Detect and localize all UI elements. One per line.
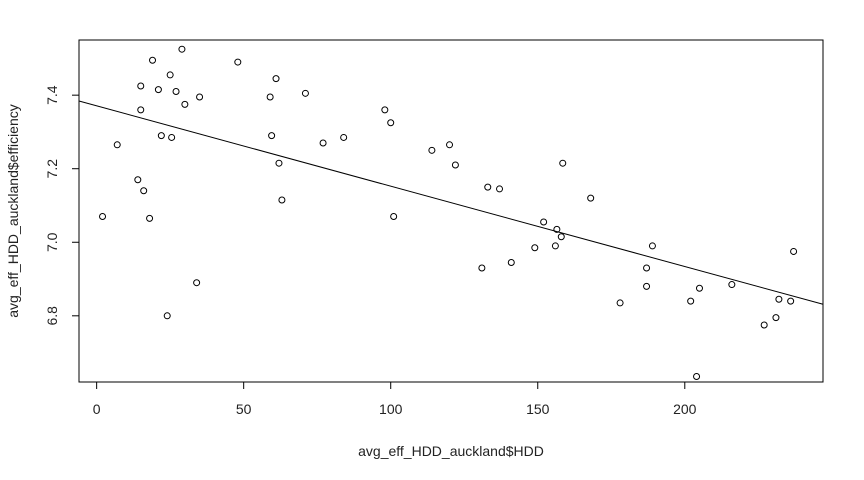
data-point bbox=[507, 258, 515, 266]
data-point bbox=[134, 176, 142, 184]
y-tick-label: 7.0 bbox=[44, 232, 60, 252]
data-point bbox=[451, 161, 459, 169]
data-point bbox=[178, 45, 186, 53]
data-point bbox=[775, 295, 783, 303]
data-point bbox=[193, 279, 201, 287]
data-point bbox=[616, 299, 624, 307]
data-point bbox=[266, 93, 274, 101]
x-tick-label: 50 bbox=[236, 401, 252, 417]
data-point bbox=[172, 87, 180, 95]
data-point bbox=[163, 312, 171, 320]
data-point bbox=[760, 321, 768, 329]
data-point bbox=[695, 284, 703, 292]
data-point bbox=[643, 282, 651, 290]
data-point bbox=[381, 106, 389, 114]
regression-line bbox=[78, 100, 824, 305]
x-tick-label: 200 bbox=[673, 401, 697, 417]
data-point bbox=[446, 141, 454, 149]
x-axis: 0 50 100 150 200 bbox=[93, 381, 697, 417]
data-point bbox=[428, 146, 436, 154]
data-point bbox=[643, 264, 651, 272]
data-point bbox=[687, 297, 695, 305]
data-point bbox=[137, 82, 145, 90]
y-tick-label: 7.4 bbox=[44, 85, 60, 105]
data-point bbox=[387, 119, 395, 127]
data-point bbox=[478, 264, 486, 272]
data-point bbox=[234, 58, 242, 66]
data-point bbox=[99, 213, 107, 221]
data-point bbox=[540, 218, 548, 226]
data-point bbox=[319, 139, 327, 147]
data-point bbox=[301, 89, 309, 97]
data-point bbox=[196, 93, 204, 101]
y-tick-label: 6.8 bbox=[44, 306, 60, 326]
data-point bbox=[278, 196, 286, 204]
data-point bbox=[693, 372, 701, 380]
data-point bbox=[531, 244, 539, 252]
data-point bbox=[559, 159, 567, 167]
data-point bbox=[557, 233, 565, 241]
plot-border bbox=[78, 39, 824, 383]
y-axis: 6.8 7.0 7.2 7.4 bbox=[44, 85, 80, 326]
x-tick-label: 150 bbox=[526, 401, 550, 417]
data-point bbox=[551, 242, 559, 250]
data-point bbox=[340, 133, 348, 141]
data-point bbox=[181, 100, 189, 108]
data-point bbox=[168, 133, 176, 141]
y-axis-label: avg_eff_HDD_auckland$efficiency bbox=[5, 104, 21, 318]
data-point bbox=[728, 281, 736, 289]
data-point bbox=[484, 183, 492, 191]
data-point bbox=[146, 214, 154, 222]
data-point bbox=[113, 141, 121, 149]
x-tick-label: 0 bbox=[93, 401, 101, 417]
data-point bbox=[166, 71, 174, 79]
data-point bbox=[496, 185, 504, 193]
data-point bbox=[790, 247, 798, 255]
x-tick-label: 100 bbox=[379, 401, 403, 417]
data-point bbox=[787, 297, 795, 305]
data-point bbox=[772, 314, 780, 322]
data-point bbox=[268, 132, 276, 140]
data-point bbox=[149, 56, 157, 64]
data-point bbox=[154, 86, 162, 94]
data-point bbox=[157, 132, 165, 140]
x-axis-label: avg_eff_HDD_auckland$HDD bbox=[358, 443, 544, 459]
y-tick-label: 7.2 bbox=[44, 159, 60, 179]
regression-line-layer bbox=[78, 100, 824, 305]
data-point bbox=[272, 75, 280, 83]
data-point bbox=[390, 213, 398, 221]
data-point bbox=[648, 242, 656, 250]
data-points bbox=[99, 45, 798, 380]
data-point bbox=[137, 106, 145, 114]
data-point bbox=[275, 159, 283, 167]
data-point bbox=[587, 194, 595, 202]
data-point bbox=[553, 225, 561, 233]
data-point bbox=[140, 187, 148, 195]
